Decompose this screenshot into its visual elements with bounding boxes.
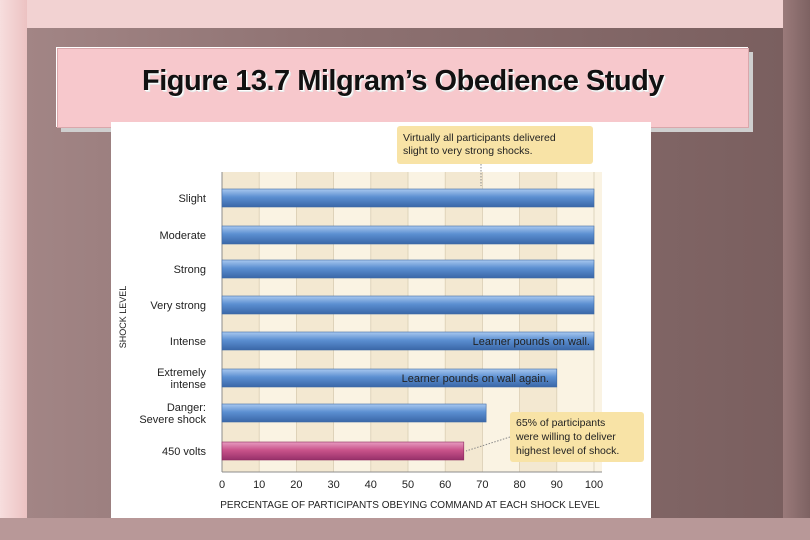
bar <box>221 225 595 245</box>
category-label: Intense <box>170 336 206 348</box>
plot-band <box>445 172 483 472</box>
x-tick-label: 90 <box>551 479 563 491</box>
category-label: Strong <box>174 264 206 276</box>
callout-box-top <box>397 126 593 164</box>
frame-top-bevel <box>0 0 810 28</box>
x-tick-label: 60 <box>439 479 451 491</box>
callout-box-bottom <box>510 412 644 462</box>
obedience-chart: Slight Moderate Strong Very strong Intense Ex… <box>118 126 644 511</box>
plot-band <box>333 172 371 472</box>
category-label: 450 volts <box>162 446 207 458</box>
x-tick-label: 20 <box>290 479 302 491</box>
category-label: Moderate <box>160 230 206 242</box>
callout-text-bottom: 65% of participants <box>516 417 605 429</box>
x-tick-label: 100 <box>585 479 603 491</box>
x-tick-label: 10 <box>253 479 265 491</box>
title-box: Figure 13.7 Milgram’s Obedience Study <box>57 48 749 128</box>
y-axis-title: SHOCK LEVEL <box>118 286 128 349</box>
callout-text-bottom: highest level of shock. <box>516 445 619 457</box>
x-tick-label: 80 <box>513 479 525 491</box>
slide-title: Figure 13.7 Milgram’s Obedience Study <box>142 65 664 97</box>
callout-text-top: slight to very strong shocks. <box>403 145 533 157</box>
bar <box>221 331 595 351</box>
plot-band <box>259 172 297 472</box>
bar <box>221 188 595 208</box>
chart-panel: Slight Moderate Strong Very strong Intense Ex… <box>111 122 651 518</box>
bar-note-extremely-intense: Learner pounds on wall again. <box>402 373 549 385</box>
category-label: Slight <box>178 193 206 205</box>
category-label: Severe shock <box>139 414 206 426</box>
frame-left-bevel <box>0 0 27 540</box>
callout-text-top: Virtually all participants delivered <box>403 132 556 144</box>
plot-band <box>408 172 446 472</box>
plot-band <box>296 172 334 472</box>
category-label: Very strong <box>150 300 206 312</box>
bar <box>221 368 558 388</box>
bar <box>221 441 465 461</box>
plot-band <box>370 172 408 472</box>
bar <box>221 403 487 423</box>
frame-bottom-bevel <box>0 518 810 540</box>
x-tick-label: 70 <box>476 479 488 491</box>
x-axis-title: PERCENTAGE OF PARTICIPANTS OBEYING COMMA… <box>220 500 600 511</box>
bar-note-intense: Learner pounds on wall. <box>473 336 590 348</box>
category-label: Danger: <box>167 402 206 414</box>
category-label: Extremely <box>157 367 206 379</box>
plot-band <box>222 172 260 472</box>
category-label: intense <box>171 379 206 391</box>
frame-right-bevel <box>783 0 810 540</box>
callout-text-bottom: were willing to deliver <box>515 431 616 443</box>
plot-band <box>594 172 602 472</box>
x-tick-label: 40 <box>365 479 377 491</box>
x-tick-label: 50 <box>402 479 414 491</box>
bar <box>221 259 595 279</box>
x-tick-label: 30 <box>327 479 339 491</box>
bar <box>221 295 595 315</box>
x-tick-label: 0 <box>219 479 225 491</box>
